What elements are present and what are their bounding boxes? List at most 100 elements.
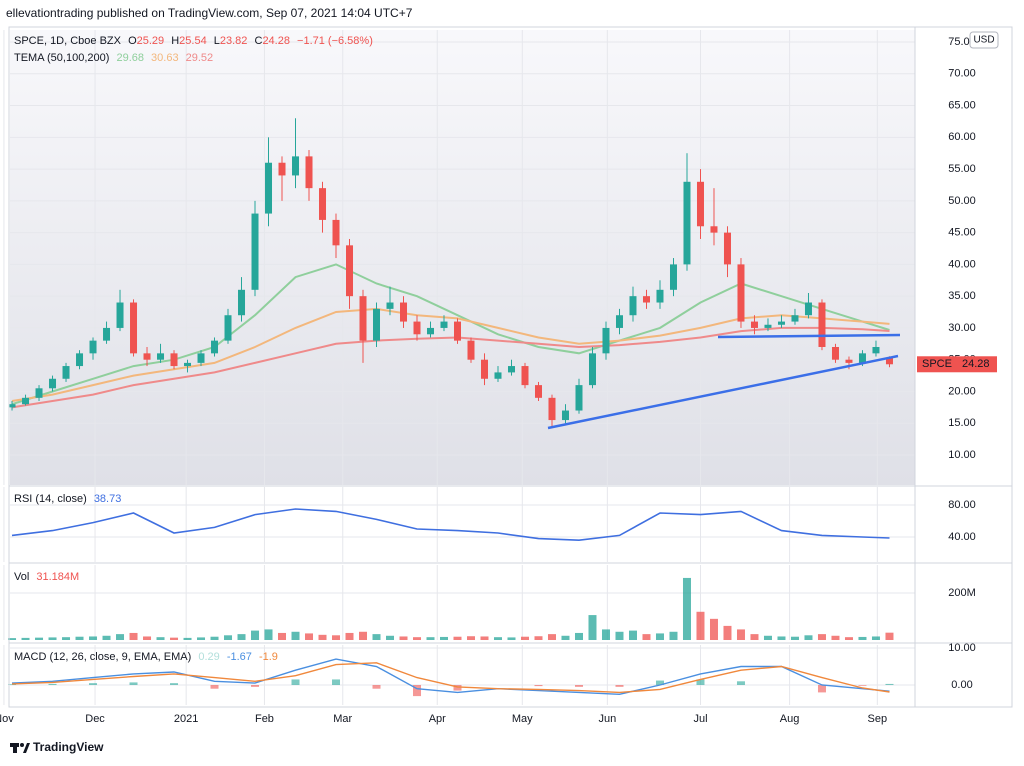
volume-bar [116, 634, 125, 640]
tema-value: 29.52 [186, 52, 214, 64]
volume-bar [466, 636, 475, 640]
candle-body [561, 410, 569, 421]
volume-bar [170, 637, 179, 640]
candle-body [427, 327, 435, 335]
candle-body [454, 321, 461, 341]
x-tick-label: Apr [429, 713, 446, 725]
candle-body [265, 162, 273, 214]
tema-legend: TEMA (50,100,200) 29.68 30.63 29.52 [14, 52, 213, 64]
candle-body [669, 264, 677, 290]
volume-bar [345, 632, 354, 640]
volume-bar [628, 630, 637, 640]
macd-histogram-bar [696, 679, 705, 685]
candle-body [737, 264, 745, 322]
volume-bar [440, 636, 449, 640]
candle-body [49, 378, 57, 389]
candle-body [480, 359, 488, 379]
candle-body [305, 156, 313, 189]
y-tick-label: 55.00 [948, 163, 976, 175]
x-tick-label: 2021 [174, 713, 198, 725]
y-tick-label: 65.00 [948, 99, 976, 111]
volume-bar [493, 637, 502, 640]
candle-body [818, 302, 826, 347]
candle-body [858, 353, 866, 363]
volume-bar [102, 635, 111, 640]
volume-bar [763, 635, 772, 640]
volume-bar [750, 634, 759, 640]
candle-body [116, 302, 124, 328]
candle-body [76, 353, 84, 367]
candle-body [615, 315, 623, 328]
price-pane-background [10, 30, 915, 485]
x-tick-label: Sep [868, 713, 888, 725]
volume-bar [224, 635, 233, 640]
x-tick-label: May [512, 713, 533, 725]
volume-bar [399, 636, 408, 640]
macd-histogram-bar [574, 685, 583, 687]
y-tick-label: 80.00 [948, 499, 976, 511]
candle-body [588, 353, 596, 386]
y-tick-label: 20.00 [948, 385, 976, 397]
ohlc-prefix: H [171, 35, 179, 47]
volume-bar [696, 611, 705, 640]
candle-body [197, 353, 205, 363]
volume-value: 31.184M [36, 571, 79, 583]
volume-bar [885, 632, 894, 640]
volume-bar [831, 635, 840, 640]
volume-bar [21, 637, 30, 640]
candle-body [750, 321, 758, 328]
macd-histogram-bar [372, 685, 381, 689]
volume-bar [871, 636, 880, 640]
candle-body [440, 321, 448, 328]
candle-body [35, 388, 43, 398]
macd-line [11, 658, 890, 696]
candle-body [696, 181, 704, 227]
tema-value: 30.63 [151, 52, 179, 64]
candle-body [548, 397, 556, 421]
volume-bar [332, 635, 341, 640]
candle-body [791, 315, 799, 322]
volume-bar [804, 635, 813, 640]
macd-histogram-bar [413, 685, 422, 697]
candle-body [8, 404, 16, 408]
tema-value: 29.68 [116, 52, 144, 64]
candle-body [184, 362, 192, 367]
candle-body [292, 156, 300, 176]
volume-bar [413, 637, 422, 640]
volume-bar [561, 635, 570, 640]
volume-bar [156, 637, 165, 640]
candle-body [400, 302, 408, 322]
macd-histogram-bar [251, 685, 260, 687]
candle-body [170, 353, 178, 367]
macd-hist-value: 0.29 [198, 651, 219, 663]
candle-body [62, 366, 70, 379]
price-tag-value: 24.28 [962, 358, 990, 370]
volume-bar [197, 637, 206, 640]
volume-bar [858, 636, 867, 640]
y-tick-label: 50.00 [948, 195, 976, 207]
y-tick-label: 10.00 [948, 449, 976, 461]
price-legend: SPCE, 1D, Cboe BZX O25.29 H25.54 L23.82 … [14, 35, 373, 47]
candle-body [332, 219, 340, 246]
candle-body [22, 397, 30, 405]
candle-body [521, 366, 529, 386]
rsi-title: RSI (14, close) [14, 493, 87, 505]
volume-bar [89, 636, 98, 640]
logo: TradingView [10, 740, 104, 754]
candle-body [804, 302, 812, 316]
candle-body [319, 188, 327, 220]
volume-bar [183, 637, 192, 640]
y-tick-label: 45.00 [948, 227, 976, 239]
volume-bar [8, 638, 17, 640]
candle-body [103, 327, 111, 341]
candle-body [777, 321, 785, 325]
candle-body [130, 302, 138, 354]
x-tick-label: Jun [598, 713, 616, 725]
macd-histogram-bar [210, 685, 219, 689]
macd-histogram-bar [291, 679, 300, 685]
volume-bar [305, 633, 314, 640]
logo-mark [13, 743, 17, 753]
candle-body [157, 353, 165, 360]
volume-bar [372, 634, 381, 640]
low: 23.82 [220, 35, 248, 47]
